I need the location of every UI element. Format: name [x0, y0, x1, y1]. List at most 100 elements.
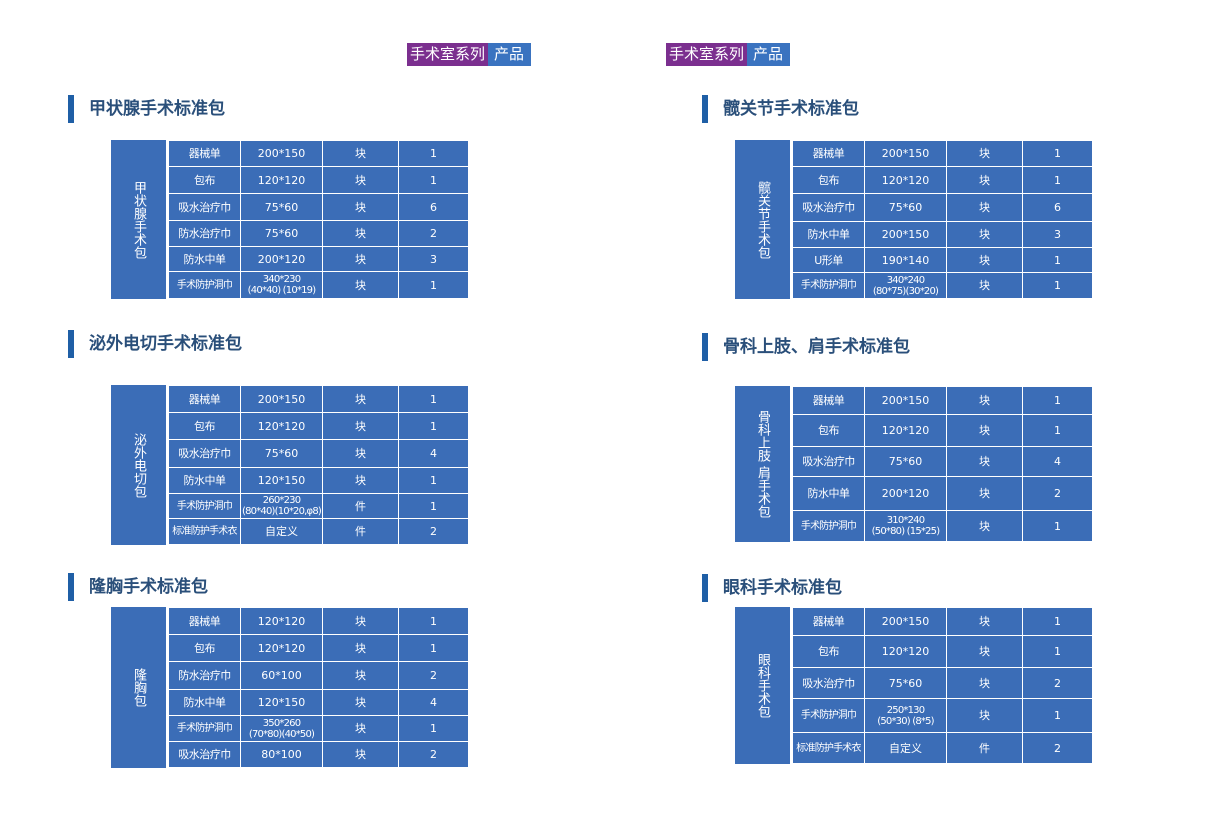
package-item-table: 器械单 200*150 块 1 包布 120*120 块 1 吸水治疗巾 75*60 块 4 防水中单 2… — [792, 386, 1093, 542]
size-cell: 200*150 — [864, 607, 947, 636]
item-name-cell: 防水治疗巾 — [168, 220, 241, 247]
package-title-urology: 泌外电切手术标准包 — [68, 330, 242, 358]
unit-cell: 块 — [322, 439, 399, 468]
item-name-cell: 手术防护洞巾 — [168, 493, 241, 519]
unit-cell: 块 — [946, 193, 1023, 222]
size-cell: 200*120 — [240, 246, 323, 272]
unit-cell: 块 — [946, 140, 1023, 167]
item-name-cell: 吸水治疗巾 — [792, 446, 865, 477]
item-name-cell: 防水中单 — [792, 476, 865, 511]
quantity-cell: 2 — [1022, 732, 1093, 764]
size-cell: 200*150 — [240, 385, 323, 413]
table-row: 器械单 200*150 块 1 — [792, 607, 1093, 636]
table-row: 手术防护洞巾 350*260 (70*80)(40*50) 块 1 — [168, 715, 469, 742]
package-title-hip: 髋关节手术标准包 — [702, 95, 859, 123]
unit-cell: 块 — [946, 221, 1023, 248]
package-side-label: 隆胸包 — [111, 607, 166, 768]
quantity-cell: 4 — [398, 439, 469, 468]
item-name-cell: 标准防护手术衣 — [792, 732, 865, 764]
size-cell: 200*120 — [864, 476, 947, 511]
item-name-cell: 防水中单 — [168, 467, 241, 494]
item-name-cell: 手术防护洞巾 — [792, 272, 865, 299]
quantity-cell: 2 — [398, 220, 469, 247]
package-item-table: 器械单 200*150 块 1 包布 120*120 块 1 吸水治疗巾 75*60 块 2 手术防护洞… — [792, 607, 1093, 764]
size-cell: 310*240 (50*80) (15*25) — [864, 510, 947, 542]
unit-cell: 块 — [946, 607, 1023, 636]
quantity-cell: 1 — [398, 634, 469, 662]
table-row: 器械单 200*150 块 1 — [792, 386, 1093, 415]
package-table-urology: 泌外电切包 器械单 200*150 块 1 包布 120*120 块 1 吸水治疗巾 75*60 块 4… — [111, 385, 469, 545]
unit-cell: 块 — [322, 689, 399, 716]
quantity-cell: 1 — [1022, 698, 1093, 733]
badge-series-label: 手术室系列 — [407, 43, 489, 66]
table-row: 吸水治疗巾 75*60 块 6 — [792, 193, 1093, 222]
quantity-cell: 1 — [1022, 247, 1093, 273]
package-side-label-text: 髋关节手术包 — [755, 180, 770, 259]
unit-cell: 块 — [946, 510, 1023, 542]
unit-cell: 块 — [946, 166, 1023, 194]
table-row: 器械单 200*150 块 1 — [168, 385, 469, 413]
quantity-cell: 1 — [398, 271, 469, 299]
table-row: 吸水治疗巾 75*60 块 4 — [168, 439, 469, 468]
table-row: 吸水治疗巾 75*60 块 4 — [792, 446, 1093, 477]
quantity-cell: 3 — [398, 246, 469, 272]
table-row: 防水中单 120*150 块 1 — [168, 467, 469, 494]
size-cell: 自定义 — [240, 518, 323, 545]
item-name-cell: 吸水治疗巾 — [168, 439, 241, 468]
item-name-cell: 器械单 — [792, 607, 865, 636]
quantity-cell: 1 — [1022, 414, 1093, 447]
quantity-cell: 6 — [1022, 193, 1093, 222]
table-row: 包布 120*120 块 1 — [792, 414, 1093, 447]
package-side-label: 眼科手术包 — [735, 607, 790, 764]
table-row: 包布 120*120 块 1 — [168, 166, 469, 194]
item-name-cell: 吸水治疗巾 — [168, 741, 241, 768]
package-title-thyroid: 甲状腺手术标准包 — [68, 95, 225, 123]
item-name-cell: 包布 — [792, 414, 865, 447]
item-name-cell: 防水中单 — [168, 689, 241, 716]
size-cell: 80*100 — [240, 741, 323, 768]
table-row: 器械单 120*120 块 1 — [168, 607, 469, 635]
table-row: 手术防护洞巾 260*230 (80*40)(10*20,φ8) 件 1 — [168, 493, 469, 519]
package-table-ophthalmic: 眼科手术包 器械单 200*150 块 1 包布 120*120 块 1 吸水治疗巾 75*60 块 2… — [735, 607, 1093, 764]
unit-cell: 块 — [322, 166, 399, 194]
table-row: 吸水治疗巾 75*60 块 2 — [792, 667, 1093, 699]
package-table-orthopedic: 骨科上肢 肩手术包 器械单 200*150 块 1 包布 120*120 块 1 吸水治疗巾 75*… — [735, 386, 1093, 542]
size-cell: 200*150 — [240, 140, 323, 167]
item-name-cell: 防水治疗巾 — [168, 661, 241, 690]
package-item-table: 器械单 200*150 块 1 包布 120*120 块 1 吸水治疗巾 75*60 块 6 防水中单 2… — [792, 140, 1093, 299]
quantity-cell: 1 — [398, 493, 469, 519]
size-cell: 自定义 — [864, 732, 947, 764]
unit-cell: 块 — [322, 661, 399, 690]
package-table-breast: 隆胸包 器械单 120*120 块 1 包布 120*120 块 1 防水治疗巾 60*100 块 2 防… — [111, 607, 469, 768]
size-cell: 75*60 — [240, 439, 323, 468]
package-side-label: 甲状腺手术包 — [111, 140, 166, 299]
quantity-cell: 1 — [1022, 510, 1093, 542]
package-title-orthopedic: 骨科上肢、肩手术标准包 — [702, 333, 910, 361]
package-title-ophthalmic: 眼科手术标准包 — [702, 574, 842, 602]
quantity-cell: 1 — [1022, 272, 1093, 299]
quantity-cell: 1 — [398, 607, 469, 635]
table-row: 手术防护洞巾 250*130 (50*30) (8*5) 块 1 — [792, 698, 1093, 733]
badge-product-label: 产品 — [488, 43, 532, 66]
quantity-cell: 1 — [398, 715, 469, 742]
quantity-cell: 2 — [1022, 667, 1093, 699]
table-row: 防水中单 200*150 块 3 — [792, 221, 1093, 248]
item-name-cell: 标准防护手术衣 — [168, 518, 241, 545]
table-row: 包布 120*120 块 1 — [792, 635, 1093, 668]
table-row: 标准防护手术衣 自定义件 2 — [168, 518, 469, 545]
package-item-table: 器械单 200*150 块 1 包布 120*120 块 1 吸水治疗巾 75*60 块 4 防水中单 1… — [168, 385, 469, 545]
quantity-cell: 1 — [1022, 386, 1093, 415]
unit-cell: 块 — [946, 476, 1023, 511]
item-name-cell: 吸水治疗巾 — [792, 193, 865, 222]
unit-cell: 块 — [322, 607, 399, 635]
size-cell: 120*120 — [240, 607, 323, 635]
package-table-thyroid: 甲状腺手术包 器械单 200*150 块 1 包布 120*120 块 1 吸水治疗巾 75*60 块… — [111, 140, 469, 299]
table-row: 防水中单 120*150 块 4 — [168, 689, 469, 716]
package-side-label: 骨科上肢 肩手术包 — [735, 386, 790, 542]
item-name-cell: 手术防护洞巾 — [168, 715, 241, 742]
size-cell: 120*120 — [864, 166, 947, 194]
quantity-cell: 1 — [398, 385, 469, 413]
table-row: 手术防护洞巾 340*230 (40*40) (10*19) 块 1 — [168, 271, 469, 299]
size-cell: 340*240 (80*75)(30*20) — [864, 272, 947, 299]
size-cell: 200*150 — [864, 221, 947, 248]
